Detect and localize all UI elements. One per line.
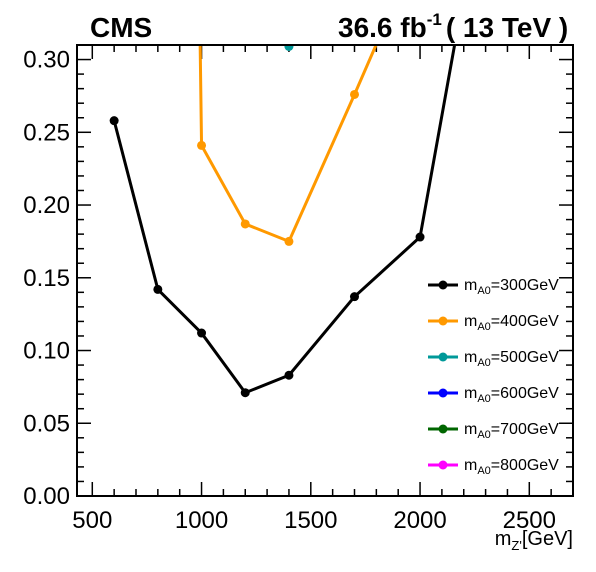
x-tick-label: 500 — [72, 507, 112, 534]
legend-entry: mA0=600GeV — [464, 385, 559, 405]
lumi-exponent: -1 — [427, 10, 442, 29]
lumi-energy: ( 13 TeV ) — [446, 12, 568, 43]
series-layer — [109, 45, 457, 398]
data-point — [415, 232, 425, 242]
experiment-label: CMS — [90, 12, 152, 43]
legend-marker — [438, 316, 448, 326]
x-tick-label: 2500 — [503, 507, 556, 534]
y-tick-label: 0.25 — [23, 119, 70, 146]
data-point — [197, 328, 207, 338]
x-axis-label-main: m — [495, 528, 512, 550]
legend-marker — [438, 460, 448, 470]
legend-marker — [438, 352, 448, 362]
series-line-400gev — [198, 45, 378, 243]
legend-marker — [438, 388, 448, 398]
data-point — [349, 292, 359, 302]
legend-entry: mA0=400GeV — [464, 313, 559, 333]
y-tick-label: 0.00 — [23, 483, 70, 510]
legend-entry: mA0=800GeV — [464, 457, 559, 477]
x-tick-label: 1000 — [175, 507, 228, 534]
data-point — [349, 89, 359, 99]
data-point — [153, 284, 163, 294]
lumi-value: 36.6 fb — [338, 12, 427, 43]
data-point — [109, 116, 119, 126]
y-tick-label: 0.15 — [23, 265, 70, 292]
plot-frame — [76, 44, 574, 497]
x-axis-label-sub: Z' — [511, 538, 521, 553]
legend-marker — [438, 424, 448, 434]
x-tick-labels: 500 1000 1500 2000 2500 — [72, 507, 556, 534]
x-axis-label: mZ'[GeV] — [495, 528, 573, 553]
legend-entry: mA0=500GeV — [464, 349, 559, 369]
y-tick-labels: 0.00 0.05 0.10 0.15 0.20 0.25 0.30 — [23, 47, 70, 510]
legend-entry: mA0=300GeV — [464, 277, 559, 297]
y-tick-label: 0.05 — [23, 410, 70, 437]
x-tick-label: 2000 — [393, 507, 446, 534]
lumi-label: 36.6 fb-1( 13 TeV ) — [338, 10, 568, 43]
legend: mA0=300GeV mA0=400GeV mA0=500GeV mA0=600GeV… — [428, 277, 559, 477]
data-point — [284, 236, 294, 246]
legend-marker — [438, 280, 448, 290]
legend-entry: mA0=700GeV — [464, 421, 559, 441]
data-point — [240, 219, 250, 229]
y-tick-label: 0.10 — [23, 338, 70, 365]
x-axis-label-unit: [GeV] — [522, 528, 573, 550]
data-point — [284, 45, 294, 51]
data-point — [240, 388, 250, 398]
data-point — [197, 140, 207, 150]
y-tick-label: 0.20 — [23, 192, 70, 219]
y-tick-label: 0.30 — [23, 47, 70, 74]
x-tick-label: 1500 — [284, 507, 337, 534]
series-line-300gev — [112, 45, 457, 395]
data-point — [284, 370, 294, 380]
